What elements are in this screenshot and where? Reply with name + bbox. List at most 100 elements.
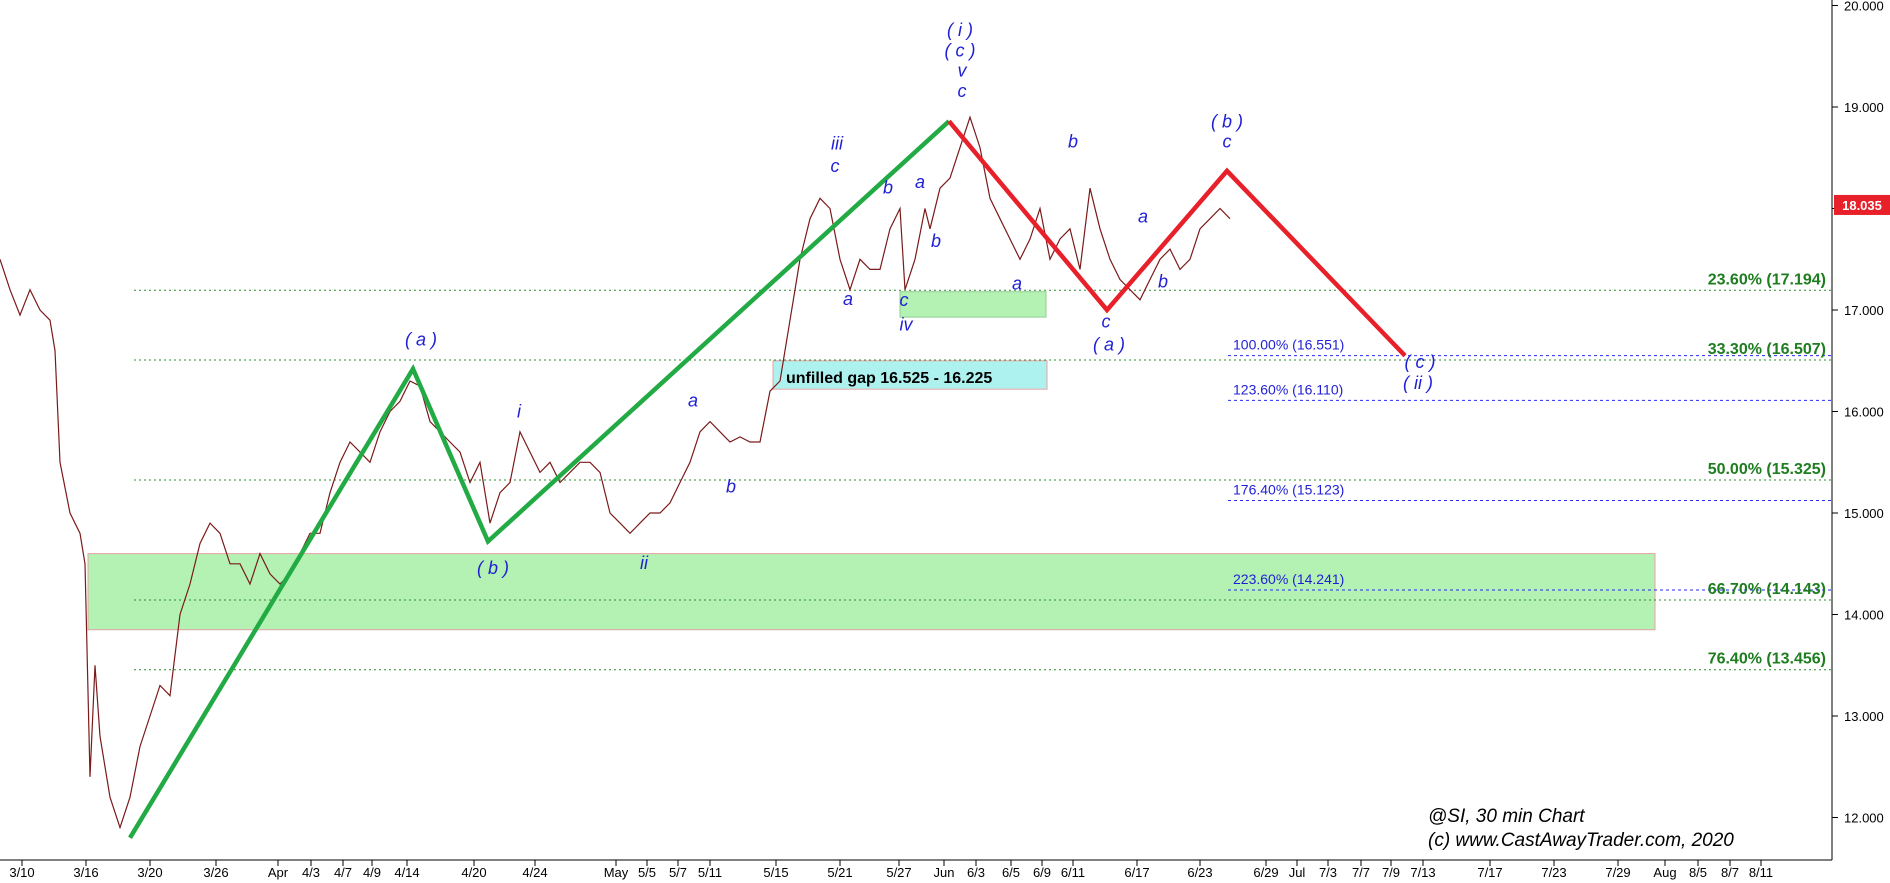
x-tick-label-28: 7/7 <box>1352 865 1370 880</box>
x-tick-label-10: 4/24 <box>522 865 547 880</box>
fib-green-label-3: 66.70% (14.143) <box>1708 581 1826 598</box>
wave-label-26: ( c ) <box>1405 352 1436 372</box>
wave-label-0: ( i ) <box>947 20 973 40</box>
price-layer <box>0 115 1231 830</box>
wave-label-21: ( a ) <box>1093 335 1125 355</box>
x-tick-label-1: 3/16 <box>73 865 98 880</box>
x-tick-label-9: 4/20 <box>461 865 486 880</box>
wave-label-24: ( b ) <box>1211 111 1243 131</box>
fib-green-label-4: 76.40% (13.456) <box>1708 651 1826 668</box>
wave-label-9: b <box>726 477 736 497</box>
x-tick-label-29: 7/9 <box>1382 865 1400 880</box>
zone-2 <box>772 360 1048 390</box>
wave-line-1 <box>947 119 1407 358</box>
x-tick-label-19: 6/3 <box>967 865 985 880</box>
last-price-label: 18.035 <box>1842 198 1882 213</box>
x-tick-label-27: 7/3 <box>1319 865 1337 880</box>
y-tick-label-7: 19.000 <box>1844 100 1884 115</box>
x-tick-label-21: 6/9 <box>1033 865 1051 880</box>
wave-label-18: a <box>1012 274 1022 294</box>
x-tick-label-26: Jul <box>1289 865 1306 880</box>
x-tick-label-2: 3/20 <box>137 865 162 880</box>
fib-green-label-1: 33.30% (16.507) <box>1708 341 1826 358</box>
y-tick-label-4: 16.000 <box>1844 405 1884 420</box>
x-tick-label-13: 5/7 <box>669 865 687 880</box>
y-tick-label-5: 17.000 <box>1844 303 1884 318</box>
wave-label-3: c <box>958 81 967 101</box>
wave-label-22: a <box>1138 207 1148 227</box>
x-tick-label-18: Jun <box>934 865 955 880</box>
wave-label-23: b <box>1158 272 1168 292</box>
wave-line-0 <box>128 119 951 839</box>
wave-label-12: a <box>843 289 853 309</box>
x-tick-label-14: 5/11 <box>698 865 722 880</box>
y-tick-label-1: 13.000 <box>1844 709 1884 724</box>
x-tick-label-4: Apr <box>268 865 289 880</box>
fib-blue-label-0: 100.00% (16.551) <box>1233 337 1344 353</box>
x-tick-label-24: 6/23 <box>1187 865 1212 880</box>
wave-lines-layer <box>128 119 1407 839</box>
x-tick-label-34: Aug <box>1653 865 1676 880</box>
x-tick-label-20: 6/5 <box>1002 865 1020 880</box>
x-tick-label-33: 7/29 <box>1605 865 1630 880</box>
x-tick-label-31: 7/17 <box>1477 865 1502 880</box>
symbol-note: @SI, 30 min Chart <box>1428 806 1585 827</box>
x-tick-label-37: 8/11 <box>1749 865 1773 880</box>
wave-label-27: ( ii ) <box>1403 373 1433 393</box>
wave-label-19: b <box>1068 132 1078 152</box>
x-tick-label-35: 8/5 <box>1689 865 1707 880</box>
zones-layer: unfilled gap 16.525 - 16.225 <box>87 291 1656 631</box>
fib-labels-layer: 23.60% (17.194) 33.30% (16.507) 50.00% (15… <box>1233 271 1826 667</box>
x-tick-label-6: 4/7 <box>334 865 352 880</box>
zone-1 <box>899 291 1047 318</box>
x-tick-label-3: 3/26 <box>203 865 228 880</box>
x-tick-label-11: May <box>604 865 629 880</box>
wave-label-13: b <box>883 177 893 197</box>
wave-label-15: b <box>931 231 941 251</box>
wave-label-11: c <box>831 156 840 176</box>
fib-blue-label-1: 123.60% (16.110) <box>1233 381 1343 397</box>
wave-label-7: ii <box>640 553 649 573</box>
wave-label-6: i <box>517 402 522 422</box>
wave-label-20: c <box>1102 311 1111 331</box>
fib-lines-layer <box>134 289 1832 671</box>
wave-label-2: v <box>958 61 968 81</box>
gap-label: unfilled gap 16.525 - 16.225 <box>786 370 992 387</box>
y-tick-label-8: 20.000 <box>1844 0 1884 14</box>
x-tick-label-23: 6/17 <box>1124 865 1149 880</box>
x-tick-label-25: 6/29 <box>1253 865 1278 880</box>
x-tick-label-32: 7/23 <box>1541 865 1566 880</box>
wave-label-1: ( c ) <box>945 40 976 60</box>
zone-0 <box>87 553 1656 631</box>
x-tick-label-8: 4/14 <box>394 865 419 880</box>
x-tick-label-17: 5/27 <box>886 865 911 880</box>
wave-label-10: iii <box>831 134 844 154</box>
x-tick-label-0: 3/10 <box>9 865 34 880</box>
y-tick-label-2: 14.000 <box>1844 608 1884 623</box>
price-series <box>0 115 1231 830</box>
wave-label-16: c <box>900 290 909 310</box>
y-tick-label-3: 15.000 <box>1844 506 1884 521</box>
x-tick-label-15: 5/15 <box>763 865 788 880</box>
fib-green-label-2: 50.00% (15.325) <box>1708 461 1826 478</box>
wave-label-8: a <box>688 390 698 410</box>
x-tick-label-12: 5/5 <box>638 865 656 880</box>
wave-label-14: a <box>915 172 925 192</box>
x-tick-label-36: 8/7 <box>1721 865 1739 880</box>
copyright-note: (c) www.CastAwayTrader.com, 2020 <box>1428 830 1734 851</box>
fib-blue-label-3: 223.60% (14.241) <box>1233 571 1344 587</box>
x-tick-label-22: 6/11 <box>1061 865 1085 880</box>
y-tick-label-0: 12.000 <box>1844 811 1884 826</box>
x-tick-label-30: 7/13 <box>1410 865 1435 880</box>
x-tick-label-7: 4/9 <box>363 865 381 880</box>
x-tick-label-16: 5/21 <box>827 865 852 880</box>
last-price-badge <box>1834 194 1890 215</box>
x-tick-label-5: 4/3 <box>302 865 320 880</box>
wave-label-5: ( b ) <box>477 558 509 578</box>
wave-label-25: c <box>1223 132 1232 152</box>
fib-blue-label-2: 176.40% (15.123) <box>1233 482 1344 498</box>
wave-label-4: ( a ) <box>405 330 437 350</box>
